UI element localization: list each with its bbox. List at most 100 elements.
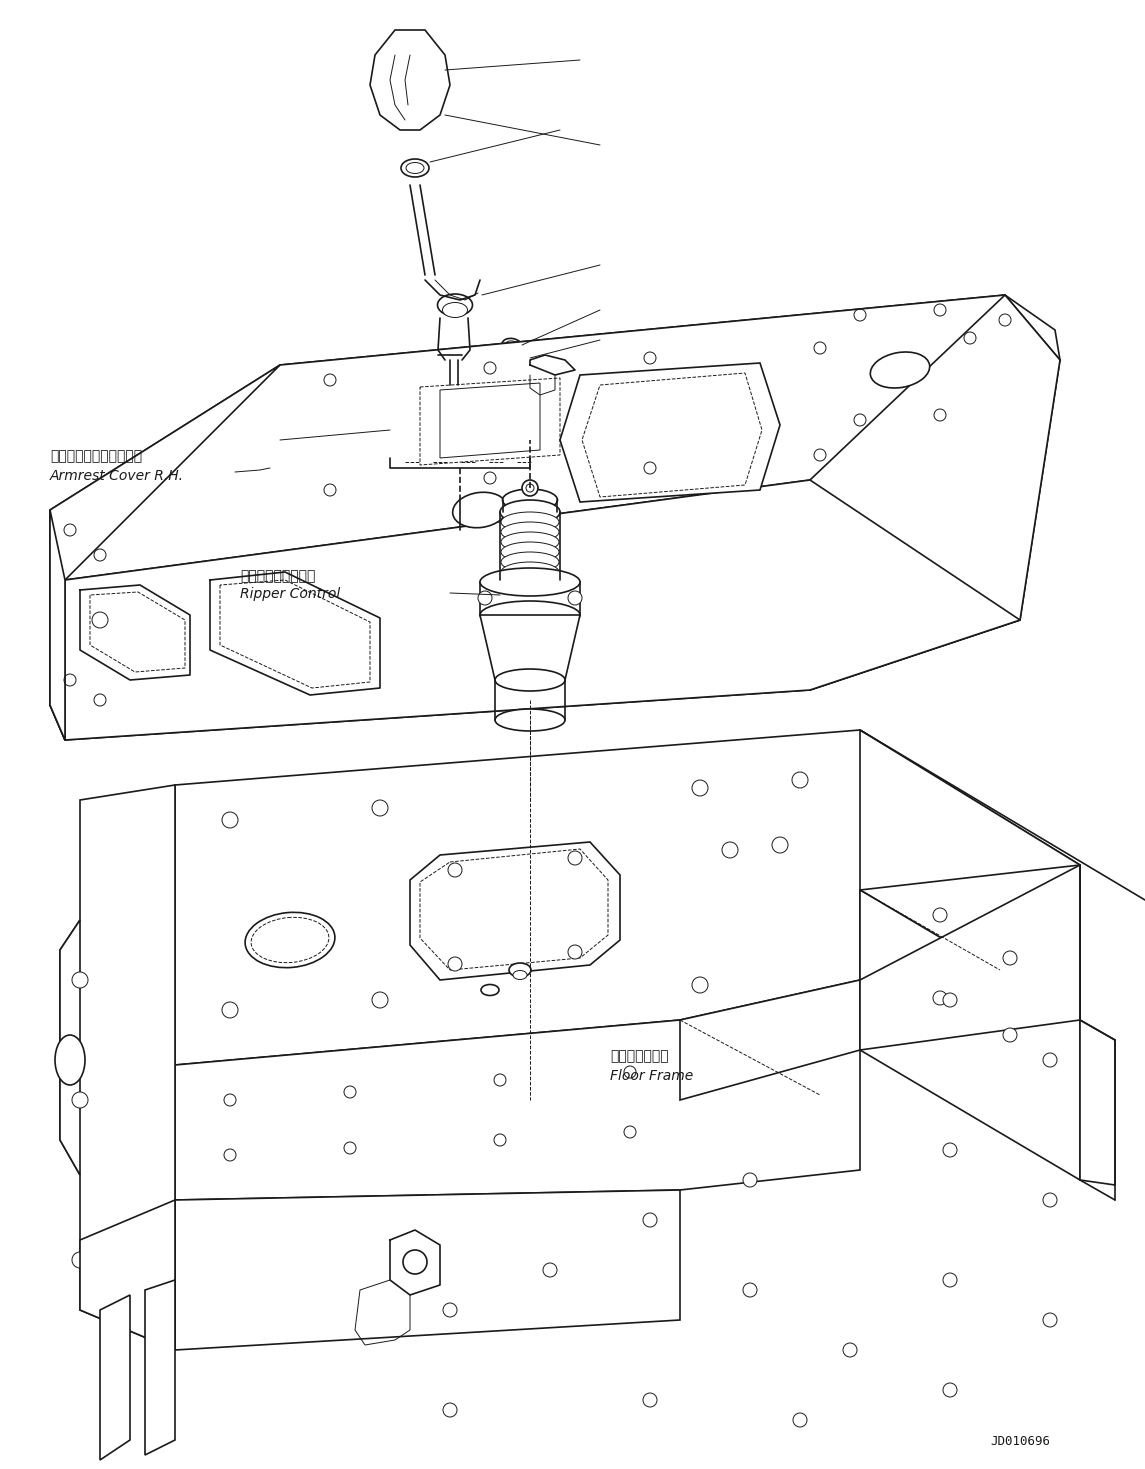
Ellipse shape [442, 303, 467, 317]
Polygon shape [480, 582, 581, 616]
Circle shape [722, 842, 739, 858]
Polygon shape [80, 1200, 175, 1350]
Polygon shape [810, 295, 1060, 690]
Circle shape [344, 1086, 356, 1097]
Polygon shape [50, 295, 1060, 740]
Circle shape [568, 851, 582, 865]
Polygon shape [410, 842, 619, 980]
Ellipse shape [445, 383, 475, 394]
Polygon shape [390, 445, 530, 458]
Text: JD010696: JD010696 [990, 1435, 1050, 1448]
Ellipse shape [390, 458, 530, 477]
Circle shape [568, 945, 582, 959]
Ellipse shape [495, 668, 564, 690]
Polygon shape [60, 784, 175, 1350]
Circle shape [522, 480, 538, 497]
Circle shape [1043, 1313, 1057, 1327]
Circle shape [222, 812, 238, 829]
Polygon shape [480, 616, 581, 680]
Ellipse shape [431, 378, 490, 392]
Circle shape [643, 1393, 657, 1407]
Circle shape [1003, 950, 1017, 965]
Circle shape [743, 1282, 757, 1297]
Ellipse shape [502, 542, 559, 563]
Ellipse shape [406, 163, 424, 173]
Circle shape [72, 1252, 88, 1268]
Text: アームレストカバー　右: アームレストカバー 右 [50, 450, 142, 463]
Text: Ripper Control: Ripper Control [240, 588, 340, 601]
Ellipse shape [452, 492, 507, 527]
Circle shape [72, 1091, 88, 1108]
Circle shape [933, 992, 947, 1005]
Circle shape [526, 483, 534, 492]
Text: Armrest Cover R.H.: Armrest Cover R.H. [50, 469, 184, 483]
Circle shape [543, 1263, 556, 1277]
Polygon shape [50, 510, 65, 740]
Polygon shape [175, 1190, 680, 1350]
Circle shape [448, 862, 461, 877]
Circle shape [344, 1141, 356, 1155]
Polygon shape [370, 29, 450, 129]
Polygon shape [100, 1296, 131, 1460]
Circle shape [493, 1074, 506, 1086]
Circle shape [793, 1413, 807, 1426]
Polygon shape [50, 295, 1060, 580]
Polygon shape [50, 364, 281, 740]
Circle shape [943, 1143, 957, 1158]
Circle shape [1003, 1028, 1017, 1042]
Ellipse shape [500, 499, 560, 524]
Ellipse shape [401, 159, 429, 176]
Text: フロアフレーム: フロアフレーム [610, 1049, 669, 1064]
Ellipse shape [513, 971, 527, 980]
Circle shape [1043, 1193, 1057, 1208]
Polygon shape [60, 920, 80, 1175]
Circle shape [443, 1403, 457, 1418]
Polygon shape [560, 363, 780, 502]
Ellipse shape [502, 513, 559, 532]
Ellipse shape [870, 353, 930, 388]
Circle shape [692, 780, 708, 796]
Ellipse shape [506, 341, 519, 350]
Circle shape [624, 1127, 635, 1138]
Circle shape [222, 1002, 238, 1018]
Circle shape [224, 1094, 236, 1106]
Circle shape [943, 1382, 957, 1397]
Circle shape [772, 837, 788, 853]
Ellipse shape [55, 1036, 85, 1086]
Ellipse shape [503, 338, 522, 351]
Polygon shape [860, 730, 1080, 1019]
Polygon shape [410, 416, 510, 430]
Polygon shape [420, 400, 500, 416]
Circle shape [477, 591, 492, 605]
Polygon shape [440, 383, 540, 458]
Circle shape [443, 1303, 457, 1318]
Polygon shape [175, 1019, 860, 1200]
Circle shape [1043, 1053, 1057, 1066]
Circle shape [224, 1149, 236, 1161]
Circle shape [568, 591, 582, 605]
Circle shape [493, 1134, 506, 1146]
Circle shape [372, 801, 388, 815]
Circle shape [692, 977, 708, 993]
Ellipse shape [502, 521, 559, 542]
Polygon shape [400, 430, 520, 445]
Circle shape [403, 1250, 427, 1274]
Text: Floor Frame: Floor Frame [610, 1069, 693, 1083]
Polygon shape [860, 890, 1080, 1180]
Circle shape [943, 1274, 957, 1287]
Circle shape [933, 908, 947, 923]
Polygon shape [50, 480, 1020, 740]
Ellipse shape [503, 501, 558, 523]
Ellipse shape [480, 569, 581, 596]
Circle shape [372, 992, 388, 1008]
Circle shape [943, 993, 957, 1008]
Circle shape [72, 972, 88, 989]
Circle shape [743, 1174, 757, 1187]
Circle shape [792, 773, 808, 787]
Ellipse shape [502, 563, 559, 582]
Polygon shape [175, 730, 1080, 1065]
Circle shape [643, 1213, 657, 1227]
Polygon shape [680, 980, 860, 1100]
Circle shape [843, 1343, 856, 1357]
Circle shape [624, 1066, 635, 1078]
